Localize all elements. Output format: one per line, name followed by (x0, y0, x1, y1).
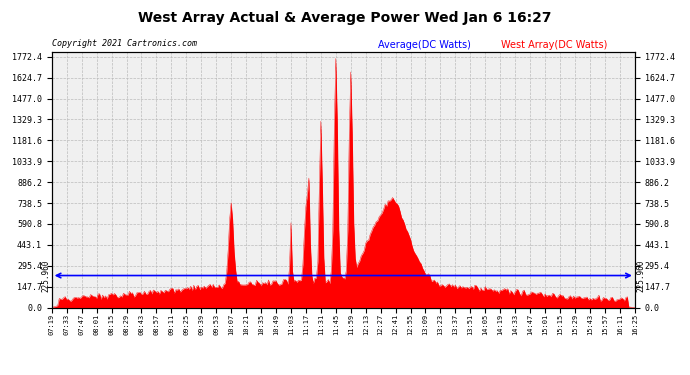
Text: 225.960: 225.960 (41, 260, 50, 292)
Text: 225.960: 225.960 (637, 260, 646, 292)
Text: Copyright 2021 Cartronics.com: Copyright 2021 Cartronics.com (52, 39, 197, 48)
Text: Average(DC Watts): Average(DC Watts) (378, 40, 471, 50)
Text: West Array(DC Watts): West Array(DC Watts) (501, 40, 607, 50)
Text: West Array Actual & Average Power Wed Jan 6 16:27: West Array Actual & Average Power Wed Ja… (138, 11, 552, 25)
